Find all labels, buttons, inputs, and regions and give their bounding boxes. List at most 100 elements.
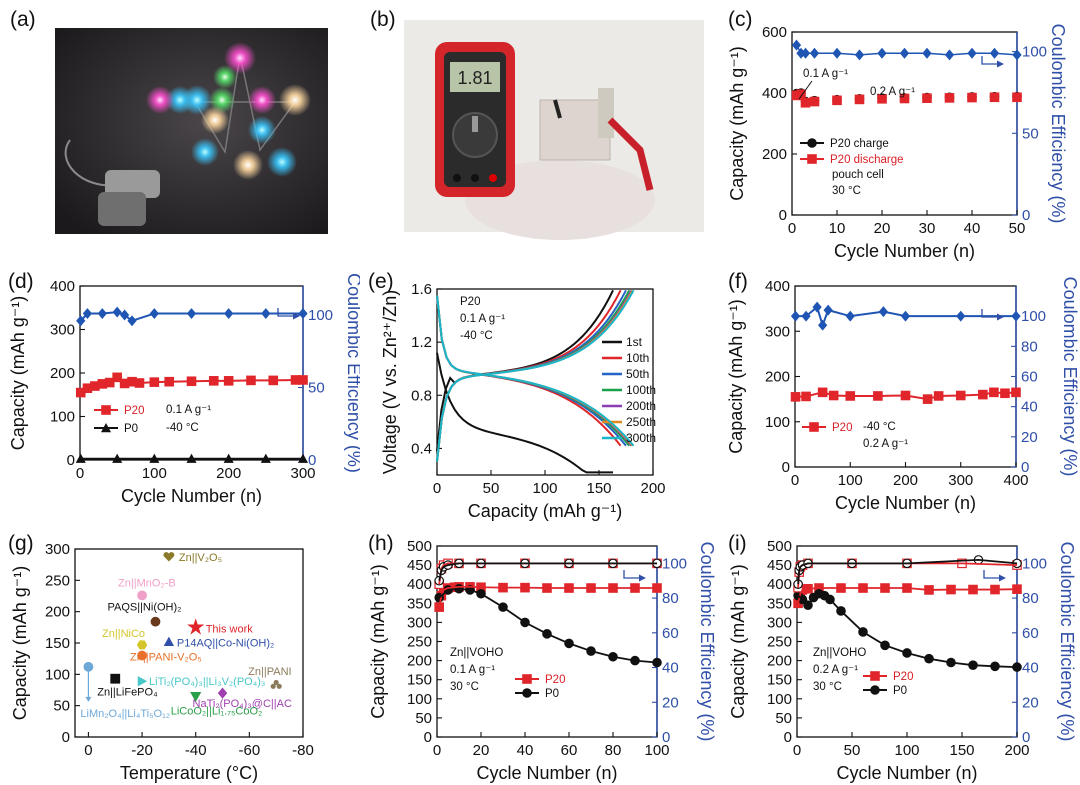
point-Zn||PANI: Zn||PANI [248,666,292,689]
data-point [163,636,175,647]
x-tick-label: 200 [216,465,241,482]
y2-axis-label: Coulombic Efficiency (%) [1057,542,1077,742]
arrow-line [277,308,296,317]
x-axis-label: Cycle Number (n) [834,241,975,261]
annotation: -40 °C [460,330,493,342]
x-tick-label: 200 [640,480,665,497]
series-ce [791,39,1022,61]
y-tick-label: 300 [765,323,790,340]
legend-label: 50th [626,367,649,381]
y-tick-label: 200 [767,653,792,670]
legend-label: P0 [545,688,559,700]
y-tick-label: 450 [767,557,792,574]
x-tick-label: 100 [142,465,167,482]
y-tick-label: 250 [407,634,432,651]
annotation: 0.2 A g⁻¹ [863,438,908,450]
data-point [136,640,148,650]
y-tick-label: 400 [767,576,792,593]
pointer-head [85,696,92,702]
y-tick-label: 50 [415,710,432,727]
y2-tick-label: 60 [1022,625,1039,642]
y-tick-label: 0 [67,452,75,469]
point-label: NaTi₂(PO₄)₃@C||AC [193,698,292,710]
x-tick-label: -20 [131,742,153,759]
y-axis-label: Capacity (mAh g⁻¹) [728,564,748,719]
x-tick-label: 10 [829,220,846,237]
legend-label: P20 charge [830,138,889,150]
y-axis-label: Capacity (mAh g⁻¹) [368,564,388,719]
point-label: This work [206,623,254,635]
axis-arrow [983,570,1006,582]
y-tick-label: 100 [765,414,790,431]
y-tick-label: 500 [407,538,432,555]
x-tick-label: -60 [239,742,261,759]
x-tick-label: -80 [292,742,314,759]
data-point [76,315,86,327]
annotation: pouch cell [832,169,884,181]
data-point [137,650,147,661]
x-axis-label: Cycle Number (n) [836,763,977,783]
y-tick-label: 200 [762,146,787,163]
y-tick-label: 250 [767,634,792,651]
annotation: -40 °C [863,421,896,433]
meter-reading: 1.81 [457,68,492,88]
y2-axis-label: Coulombic Efficiency (%) [1060,277,1080,477]
y-tick-label: 400 [407,576,432,593]
y-axis-label: Capacity (mAh g⁻¹) [8,296,28,451]
x-tick-label: 20 [874,220,891,237]
legend-label: P20 [124,405,144,417]
chart-g: 0 -20 -40 -60 -80 0 50 100 150 200 250 300 (g) Temper… [8,532,314,783]
panel-label-h: (h) [368,532,394,555]
x-tick-label: 200 [1004,742,1029,759]
data-point [790,310,801,322]
point-label: Zn||NiCo [102,628,145,640]
x-tick-label: 100 [644,742,669,759]
x-tick-label: 50 [1009,220,1026,237]
point-label: P14AQ||Co-Ni(OH)₂ [177,638,274,650]
data-point [809,96,820,107]
point-LiCoO₂||Li₁.₇₅CoO₂: LiCoO₂||Li₁.₇₅CoO₂ [171,691,262,717]
y2-tick-label: 20 [662,694,679,711]
y-tick-label: 0 [62,729,70,746]
arrow-line [983,570,1002,579]
point-Zn||PANI-V₂O₅: Zn||PANI-V₂O₅ [130,650,202,664]
legend-marker [870,671,880,681]
y-tick-label: 350 [767,595,792,612]
legend-label: P20 [832,422,852,434]
x-tick-label: 150 [586,480,611,497]
x-tick-label: 0 [76,465,84,482]
data-point [800,97,811,108]
point-LiTi₂(PO₄)₃||Li₃V₂(PO₄)₃: LiTi₂(PO₄)₃||Li₃V₂(PO₄)₃ [137,676,265,688]
series-line [438,585,657,608]
y-tick-label: 350 [407,595,432,612]
data-point [150,616,161,627]
y2-tick-label: 60 [662,625,679,642]
data-point [187,618,205,635]
annotation-pointer [798,80,813,100]
trend-line [80,311,303,322]
data-point [922,93,932,103]
y2-tick-label: 60 [1021,369,1038,386]
axes-i: 0 50 100 150 2000501001502002503003504004505… [728,532,1077,783]
legend-label: P0 [893,685,907,697]
trend-line [438,587,658,664]
point-PAQS||Ni(OH)₂: PAQS||Ni(OH)₂ [107,602,181,627]
annotation: 0.1 A g⁻¹ [166,404,211,416]
series-line [80,311,303,322]
x-tick-label: 20 [473,742,490,759]
chart-e: 0 50 100 150 200 0.4 0.8 1.2 1.6 (e) Capacity (mAh… [368,270,666,521]
chart-f: 0 100 200 300 4000100200300400020406080100(f… [726,270,1080,513]
data-point [899,93,910,104]
y-tick-label: 0.4 [411,440,432,457]
series-line [797,592,1018,668]
arrow-head [293,312,300,320]
axis-arrow [623,570,646,582]
y-axis-label: Capacity (mAh g⁻¹) [726,299,746,454]
y-tick-label: 450 [407,557,432,574]
legend: P20 [802,422,852,434]
annotation: 0.2 A g⁻¹ [813,664,858,676]
y-tick-label: 300 [407,614,432,631]
y-tick-label: 200 [765,369,790,386]
x-tick-label: 0 [433,480,441,497]
